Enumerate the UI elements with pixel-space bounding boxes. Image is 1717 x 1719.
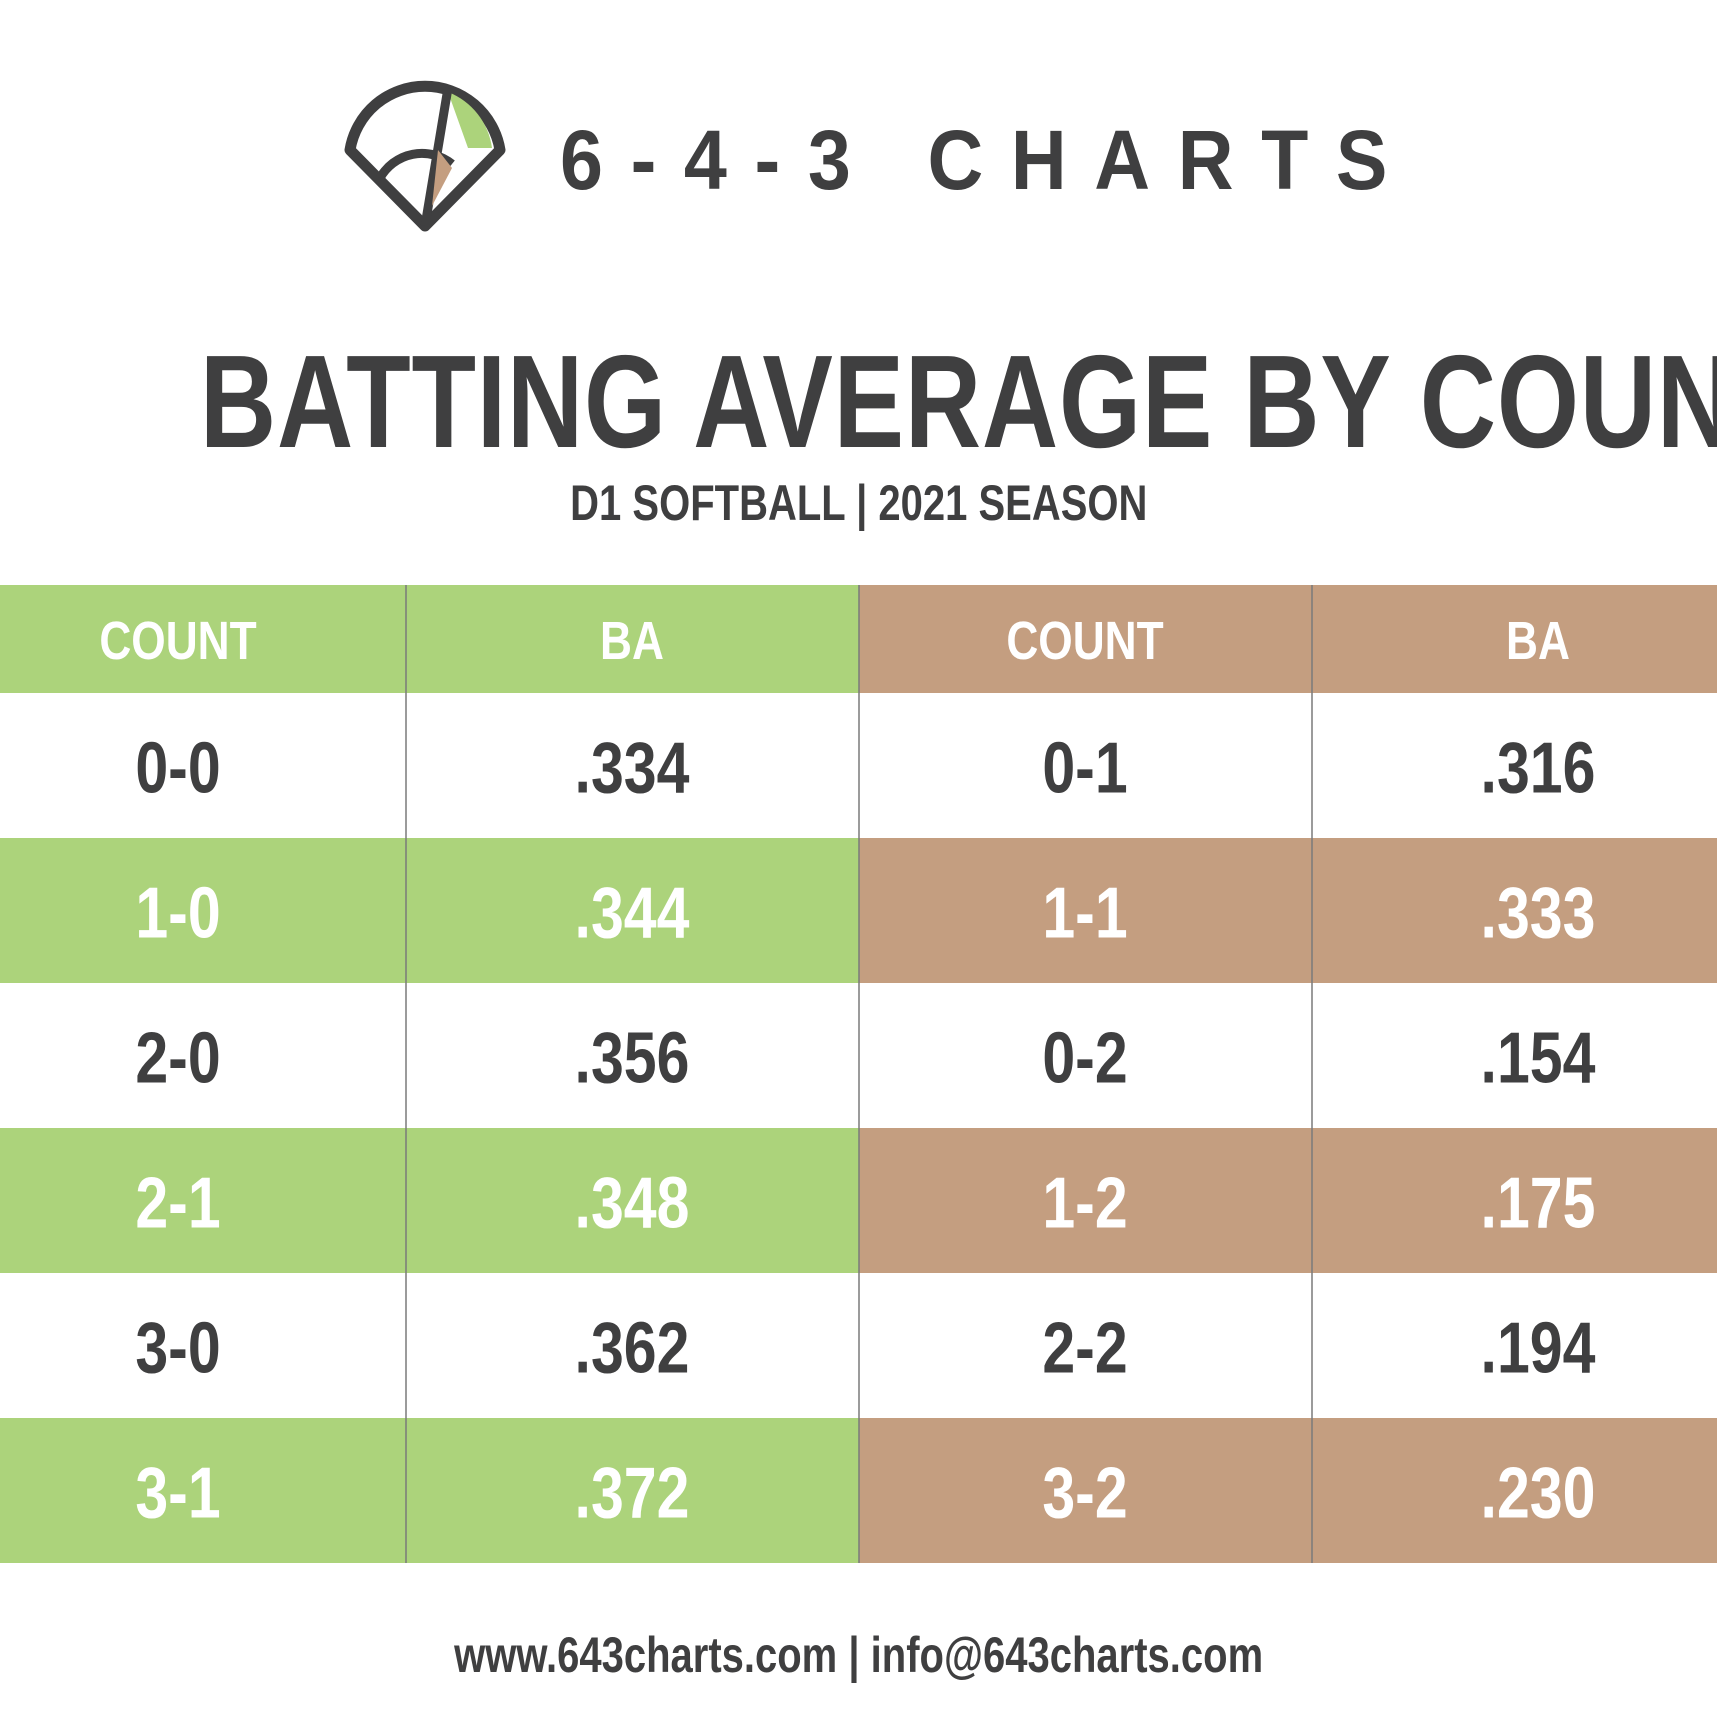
chart-subtitle-text: D1 SOFTBALL | 2021 SEASON: [569, 475, 1148, 531]
row-bg-right: [859, 838, 1717, 983]
header-bg-right: [859, 585, 1717, 693]
row-bg-left: [0, 838, 859, 983]
chart-title: BATTING AVERAGE BY COUNT: [0, 336, 1717, 468]
count-cell: 2-2: [1042, 1307, 1127, 1388]
row-bg-right: [859, 1128, 1717, 1273]
ba-cell: .344: [575, 872, 690, 953]
ba-cell: .362: [575, 1307, 690, 1388]
count-cell: 1-2: [1042, 1162, 1127, 1243]
count-cell: 0-1: [1042, 727, 1127, 808]
count-cell: 1-1: [1042, 872, 1127, 953]
count-cell: 2-1: [135, 1162, 220, 1243]
chart-subtitle: D1 SOFTBALL | 2021 SEASON: [0, 478, 1717, 528]
column-header: BA: [600, 611, 664, 671]
header-bg-left: [0, 585, 859, 693]
brand-name: 6-4-3 CHARTS: [560, 113, 1416, 207]
ba-cell: .356: [575, 1017, 690, 1098]
count-cell: 0-0: [135, 727, 220, 808]
ba-cell: .175: [1481, 1162, 1596, 1243]
ba-cell: .334: [575, 727, 690, 808]
row-bg-left: [0, 1418, 859, 1563]
ba-cell: .333: [1481, 872, 1596, 953]
column-header: COUNT: [1006, 611, 1163, 671]
row-bg-right: [859, 1418, 1717, 1563]
ba-cell: .372: [575, 1452, 690, 1533]
count-cell: 3-2: [1042, 1452, 1127, 1533]
ba-cell: .316: [1481, 727, 1596, 808]
column-header: COUNT: [99, 611, 256, 671]
column-header: BA: [1506, 611, 1570, 671]
ba-cell: .348: [575, 1162, 690, 1243]
row-bg-left: [0, 1128, 859, 1273]
chart-title-text: BATTING AVERAGE BY COUNT: [199, 328, 1717, 475]
footer: www.643charts.com | info@643charts.com: [0, 1630, 1717, 1680]
count-cell: 0-2: [1042, 1017, 1127, 1098]
baseball-diamond-icon: [344, 80, 506, 232]
count-cell: 2-0: [135, 1017, 220, 1098]
brand-header: 6-4-3 CHARTS: [340, 68, 1387, 232]
count-cell: 1-0: [135, 872, 220, 953]
ba-cell: .230: [1481, 1452, 1596, 1533]
footer-contact: www.643charts.com | info@643charts.com: [453, 1627, 1263, 1683]
ba-cell: .154: [1481, 1017, 1596, 1098]
count-cell: 3-0: [135, 1307, 220, 1388]
ba-cell: .194: [1481, 1307, 1596, 1388]
count-cell: 3-1: [135, 1452, 220, 1533]
